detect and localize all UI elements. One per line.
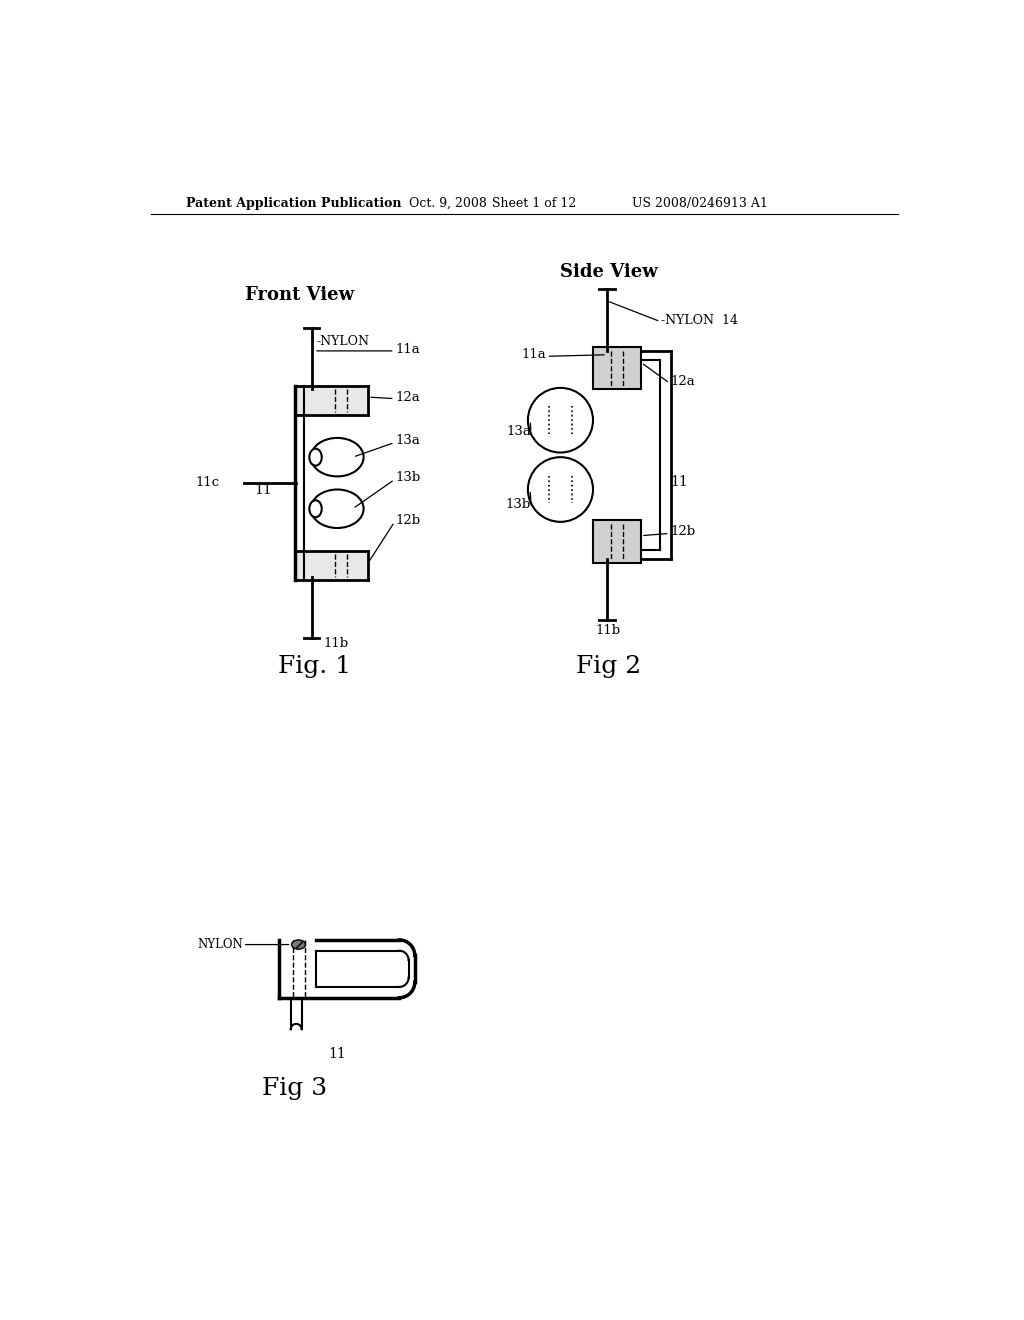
Ellipse shape <box>309 500 322 517</box>
Text: 11c: 11c <box>196 477 219 490</box>
Text: 12a: 12a <box>671 375 695 388</box>
Bar <box>295 385 369 414</box>
Text: 13a: 13a <box>395 434 420 447</box>
Text: -NYLON: -NYLON <box>316 335 370 348</box>
Text: 11a: 11a <box>395 343 420 356</box>
Text: 11b: 11b <box>595 624 621 638</box>
Text: 12a: 12a <box>395 391 420 404</box>
Ellipse shape <box>311 490 364 528</box>
Text: 12b: 12b <box>395 513 421 527</box>
Text: 11b: 11b <box>324 638 348 649</box>
Text: US 2008/0246913 A1: US 2008/0246913 A1 <box>632 197 768 210</box>
Text: 13b: 13b <box>506 499 531 511</box>
Text: NYLON: NYLON <box>197 939 243 952</box>
Ellipse shape <box>311 438 364 477</box>
Bar <box>593 520 641 562</box>
Text: Patent Application Publication: Patent Application Publication <box>186 197 401 210</box>
Text: Side View: Side View <box>560 264 657 281</box>
Text: 11: 11 <box>254 483 272 496</box>
Ellipse shape <box>309 449 322 466</box>
Text: -NYLON  14: -NYLON 14 <box>662 314 738 326</box>
Text: Sheet 1 of 12: Sheet 1 of 12 <box>493 197 577 210</box>
Text: 13b: 13b <box>395 471 421 484</box>
Ellipse shape <box>292 940 305 949</box>
Text: 12b: 12b <box>671 525 695 539</box>
Text: 11: 11 <box>329 1047 346 1061</box>
Text: 11a: 11a <box>522 348 547 362</box>
Text: Front View: Front View <box>246 286 354 305</box>
Bar <box>295 552 369 581</box>
Text: Fig 2: Fig 2 <box>575 655 641 678</box>
Bar <box>593 347 641 389</box>
Text: 13a: 13a <box>506 425 531 438</box>
Text: Oct. 9, 2008: Oct. 9, 2008 <box>409 197 486 210</box>
Text: Fig. 1: Fig. 1 <box>278 655 350 678</box>
Text: 11: 11 <box>671 475 688 488</box>
Text: Fig 3: Fig 3 <box>262 1077 328 1100</box>
